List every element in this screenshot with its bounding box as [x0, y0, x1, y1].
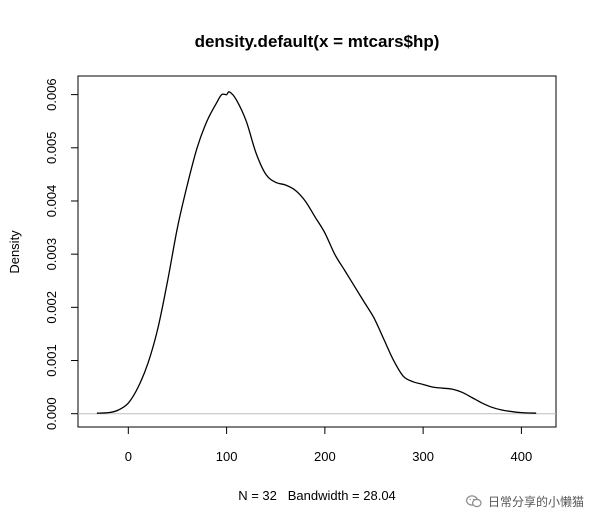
density-curve	[96, 91, 537, 414]
wechat-icon	[465, 495, 482, 508]
x-tick-label: 400	[511, 449, 533, 464]
y-tick-label: 0.004	[44, 185, 59, 218]
x-axis-label: N = 32 Bandwidth = 28.04	[238, 488, 396, 503]
x-tick-label: 100	[216, 449, 238, 464]
y-tick-label: 0.006	[44, 78, 59, 111]
y-tick-label: 0.002	[44, 291, 59, 324]
chart-title: density.default(x = mtcars$hp)	[195, 32, 440, 51]
y-tick-label: 0.001	[44, 344, 59, 377]
x-tick-label: 200	[314, 449, 336, 464]
x-tick-label: 0	[125, 449, 132, 464]
y-tick-label: 0.003	[44, 238, 59, 271]
x-tick-label: 300	[412, 449, 434, 464]
y-axis-label: Density	[7, 230, 22, 274]
watermark-text: 日常分享的小懒猫	[487, 495, 584, 509]
x-axis: 0 100 200 300 400	[125, 426, 533, 464]
y-tick-label: 0.005	[44, 132, 59, 165]
y-tick-label: 0.000	[44, 397, 59, 430]
y-axis: 0.000 0.001 0.002 0.003 0.004 0.005 0.006	[44, 78, 79, 430]
plot-frame	[77, 75, 557, 428]
watermark: 日常分享的小懒猫	[465, 493, 584, 510]
